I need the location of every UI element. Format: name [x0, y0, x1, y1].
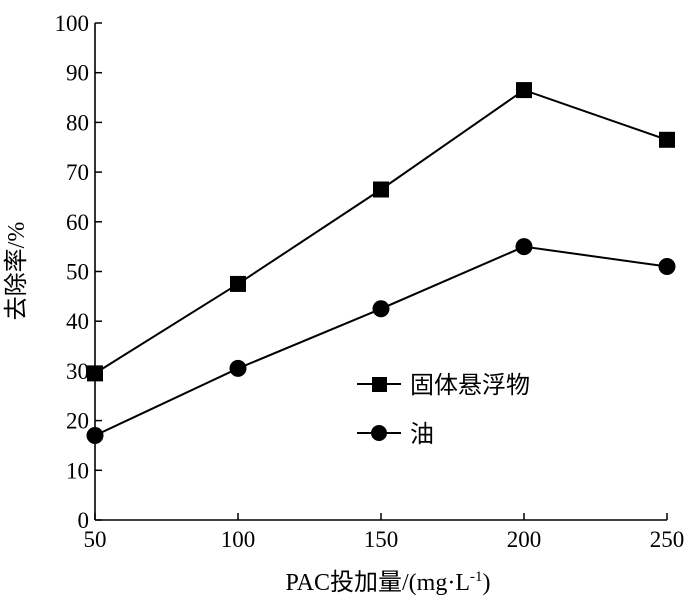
y-tick-label: 40	[66, 309, 89, 334]
legend-item-series-1: 固体悬浮物	[357, 372, 530, 399]
data-point-square	[373, 181, 389, 198]
legend-square-marker	[372, 377, 387, 392]
data-point-square	[230, 275, 246, 292]
y-tick-label: 20	[66, 409, 89, 434]
legend-label-series-2: 油	[410, 421, 434, 448]
legend: 固体悬浮物 油	[357, 372, 530, 448]
x-tick-label: 150	[364, 527, 399, 552]
series-line-2	[94, 245, 668, 437]
y-axis-title: 去除率/%	[3, 222, 30, 321]
legend-circle-marker	[371, 425, 387, 441]
x-tick-label: 50	[84, 527, 107, 552]
x-tick-label: 100	[221, 527, 256, 552]
y-tick-label: 80	[66, 110, 89, 135]
x-axis-title-close: )	[482, 570, 490, 596]
y-axis-ticks: 0 10 20 30 40 50 60 70 80 90 100	[55, 11, 102, 533]
x-axis-ticks: 50 100 150 200 250	[84, 513, 685, 552]
data-point-circle	[658, 258, 676, 276]
series-layer	[86, 82, 676, 445]
data-point-circle	[86, 427, 104, 445]
y-tick-label: 0	[78, 508, 90, 533]
y-tick-label: 50	[66, 260, 89, 285]
data-point-square	[516, 82, 532, 99]
y-tick-label: 90	[66, 61, 89, 86]
data-point-square	[659, 131, 675, 148]
data-point-circle	[515, 238, 533, 256]
x-axis-title-main: PAC投加量/(mg·L	[286, 569, 470, 596]
legend-item-series-2: 油	[357, 421, 434, 448]
data-point-circle	[229, 359, 247, 377]
y-tick-label: 100	[55, 11, 90, 36]
x-tick-label: 200	[507, 527, 542, 552]
series-line-1	[94, 88, 668, 375]
x-axis-title-sup: -1	[470, 569, 483, 585]
y-tick-label: 60	[66, 210, 89, 235]
y-tick-label: 10	[66, 458, 89, 483]
y-tick-label: 70	[66, 160, 89, 185]
data-point-square	[87, 365, 103, 382]
y-tick-label: 30	[66, 359, 89, 384]
data-point-circle	[372, 300, 390, 318]
x-axis-title: PAC投加量/(mg·L-1)	[286, 569, 491, 596]
legend-label-series-1: 固体悬浮物	[410, 372, 530, 399]
x-tick-label: 250	[650, 527, 685, 552]
